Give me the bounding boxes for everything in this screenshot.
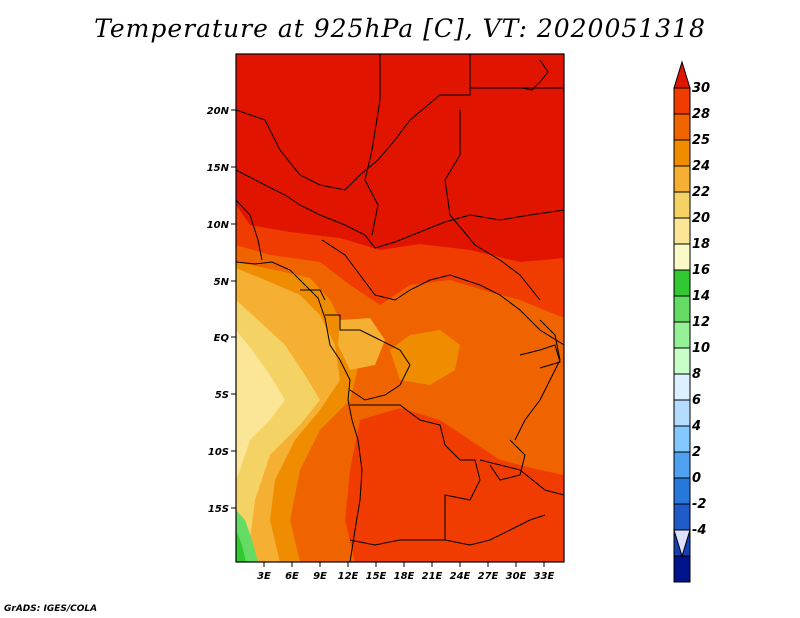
colorbar-label-20: 20 bbox=[692, 211, 710, 226]
field-16c bbox=[236, 530, 246, 562]
colorbar-label-10: 10 bbox=[692, 341, 710, 356]
field-22c-gabon bbox=[338, 318, 385, 370]
country-borders bbox=[236, 54, 564, 562]
colorbar-segment bbox=[673, 269, 691, 297]
colorbar-label-4: 4 bbox=[691, 419, 701, 434]
lat-label-10n: 10N bbox=[207, 220, 230, 231]
colorbar-label-minus2: -2 bbox=[692, 497, 706, 512]
lon-label-12e: 12E bbox=[338, 571, 359, 582]
field-18c bbox=[236, 330, 285, 480]
lon-label-15e: 15E bbox=[366, 571, 387, 582]
colorbar-label-12: 12 bbox=[692, 315, 710, 330]
colorbar-segment bbox=[673, 451, 691, 479]
colorbar-segment bbox=[673, 87, 691, 115]
colorbar-segment bbox=[673, 217, 691, 245]
colorbar-label-8: 8 bbox=[692, 367, 701, 382]
colorbar-segment bbox=[673, 373, 691, 401]
lon-label-6e: 6E bbox=[285, 571, 299, 582]
lon-label-24e: 24E bbox=[450, 571, 471, 582]
map-title: Temperature at 925hPa [C], VT: 202005131… bbox=[94, 14, 706, 43]
latitude-axis: 20N 15N 10N 5N EQ 5S 10S 15S bbox=[207, 106, 236, 515]
colorbar-segment bbox=[673, 555, 691, 583]
colorbar-label-24: 24 bbox=[692, 159, 710, 174]
colorbar-segment bbox=[673, 347, 691, 375]
colorbar-bottom-triangle bbox=[673, 529, 691, 558]
colorbar-top-triangle bbox=[673, 60, 691, 89]
colorbar-segment bbox=[673, 165, 691, 193]
colorbar: 30 28 25 24 22 20 18 16 14 12 10 8 6 4 2… bbox=[673, 60, 710, 583]
lon-label-9e: 9E bbox=[313, 571, 327, 582]
colorbar-segment bbox=[673, 191, 691, 219]
map-frame bbox=[235, 53, 565, 563]
lon-label-33e: 33E bbox=[534, 571, 555, 582]
lon-label-30e: 30E bbox=[506, 571, 527, 582]
colorbar-label-28: 28 bbox=[692, 107, 710, 122]
lat-label-15s: 15S bbox=[208, 504, 229, 515]
lon-label-27e: 27E bbox=[478, 571, 499, 582]
lat-label-10s: 10S bbox=[208, 447, 229, 458]
grads-credit: GrADS: IGES/COLA bbox=[4, 604, 98, 614]
lat-label-5s: 5S bbox=[215, 390, 229, 401]
colorbar-label-minus4: -4 bbox=[692, 523, 706, 538]
colorbar-label-6: 6 bbox=[692, 393, 701, 408]
colorbar-label-14: 14 bbox=[692, 289, 710, 304]
field-24c-basin bbox=[390, 330, 460, 385]
colorbar-label-18: 18 bbox=[692, 237, 710, 252]
colorbar-segment bbox=[673, 399, 691, 427]
colorbar-label-25: 25 bbox=[692, 133, 710, 148]
field-28c-south bbox=[345, 408, 564, 562]
colorbar-label-22: 22 bbox=[692, 185, 710, 200]
colorbar-label-16: 16 bbox=[692, 263, 710, 278]
colorbar-segment bbox=[673, 477, 691, 505]
colorbar-segment bbox=[673, 243, 691, 271]
lat-label-eq: EQ bbox=[214, 333, 230, 344]
colorbar-label-2: 2 bbox=[692, 445, 701, 460]
longitude-axis: 3E 6E 9E 12E 15E 18E 21E 24E 27E 30E 33E bbox=[257, 562, 555, 582]
lon-label-18e: 18E bbox=[394, 571, 415, 582]
temperature-field bbox=[236, 54, 564, 562]
colorbar-segment bbox=[673, 321, 691, 349]
colorbar-segment bbox=[673, 295, 691, 323]
lon-label-3e: 3E bbox=[257, 571, 271, 582]
colorbar-segment bbox=[673, 113, 691, 141]
colorbar-segment bbox=[673, 425, 691, 453]
colorbar-label-30: 30 bbox=[692, 81, 710, 96]
lat-label-20n: 20N bbox=[207, 106, 230, 117]
lat-label-15n: 15N bbox=[207, 163, 230, 174]
colorbar-segment bbox=[673, 139, 691, 167]
lat-label-5n: 5N bbox=[214, 277, 230, 288]
colorbar-label-0: 0 bbox=[692, 471, 701, 486]
colorbar-segment bbox=[673, 503, 691, 531]
lon-label-21e: 21E bbox=[422, 571, 443, 582]
